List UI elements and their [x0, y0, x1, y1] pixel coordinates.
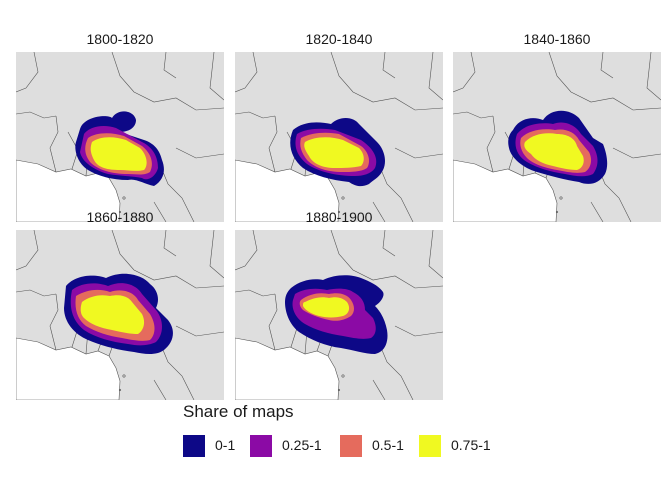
country-border: [16, 52, 39, 93]
country-border: [163, 230, 177, 257]
island-marker: [122, 196, 126, 200]
island-marker: [341, 374, 345, 378]
panel-title: 1800-1820: [86, 31, 154, 47]
country-border: [394, 147, 443, 159]
country-border: [548, 52, 661, 111]
country-border: [453, 111, 494, 119]
country-border: [372, 379, 386, 400]
country-border: [16, 230, 39, 271]
island-marker: [337, 388, 341, 392]
country-border: [600, 52, 614, 79]
country-border: [235, 52, 258, 93]
country-border: [428, 52, 443, 101]
island-marker: [118, 210, 122, 214]
panel-title: 1880-1900: [305, 209, 373, 225]
legend-label: 0.5-1: [372, 437, 404, 453]
country-border: [382, 52, 396, 79]
island-marker: [559, 196, 563, 200]
legend-swatch: [340, 435, 362, 457]
country-border: [382, 230, 396, 257]
country-border: [209, 52, 224, 101]
map-share-region-0.75-1: [304, 137, 364, 168]
country-border: [163, 52, 177, 79]
country-border: [428, 230, 443, 279]
map-share-region-0.75-1: [90, 137, 147, 171]
map-share-region-0.75-1: [80, 295, 145, 334]
country-border: [49, 293, 59, 351]
legend-title: Share of maps: [183, 402, 294, 421]
country-border: [394, 325, 443, 337]
country-border: [175, 325, 224, 337]
country-border: [49, 115, 59, 173]
map-1840-1860: [453, 52, 661, 222]
country-border: [111, 52, 224, 111]
legend: Share of maps 0-1 0.25-1 0.5-1 0.75-1: [183, 402, 603, 462]
map-1880-1900: [235, 230, 443, 400]
country-border: [590, 201, 604, 222]
country-border: [646, 52, 661, 101]
map-1860-1880: [16, 230, 224, 400]
legend-label: 0-1: [215, 437, 236, 453]
country-border: [16, 289, 57, 297]
country-border: [111, 230, 224, 289]
legend-swatch: [183, 435, 205, 457]
country-border: [153, 201, 167, 222]
country-border: [153, 379, 167, 400]
country-border: [235, 289, 276, 297]
map-share-region-0.75-1: [524, 133, 584, 170]
country-border: [16, 111, 57, 119]
legend-label: 0.25-1: [282, 437, 322, 453]
country-border: [486, 115, 496, 173]
panel-title: 1860-1880: [86, 209, 154, 225]
country-border: [209, 230, 224, 279]
sea-area: [16, 337, 121, 400]
country-border: [612, 147, 661, 159]
island-marker: [337, 210, 341, 214]
island-marker: [341, 196, 345, 200]
country-border: [175, 147, 224, 159]
country-border: [235, 111, 276, 119]
legend-swatch: [250, 435, 272, 457]
sea-area: [235, 337, 340, 400]
panel-title: 1820-1840: [305, 31, 373, 47]
legend-swatch: [419, 435, 441, 457]
island-marker: [122, 374, 126, 378]
country-border: [268, 115, 278, 173]
sea-area: [453, 159, 558, 222]
country-border: [330, 52, 443, 111]
country-border: [372, 201, 386, 222]
island-marker: [555, 210, 559, 214]
panel-title: 1840-1860: [523, 31, 591, 47]
legend-label: 0.75-1: [451, 437, 491, 453]
country-border: [235, 230, 258, 271]
map-1820-1840: [235, 52, 443, 222]
country-border: [268, 293, 278, 351]
country-border: [453, 52, 476, 93]
map-1800-1820: [16, 52, 224, 222]
map-share-region-0.75-1: [303, 297, 350, 318]
country-border: [330, 230, 443, 289]
island-marker: [118, 388, 122, 392]
